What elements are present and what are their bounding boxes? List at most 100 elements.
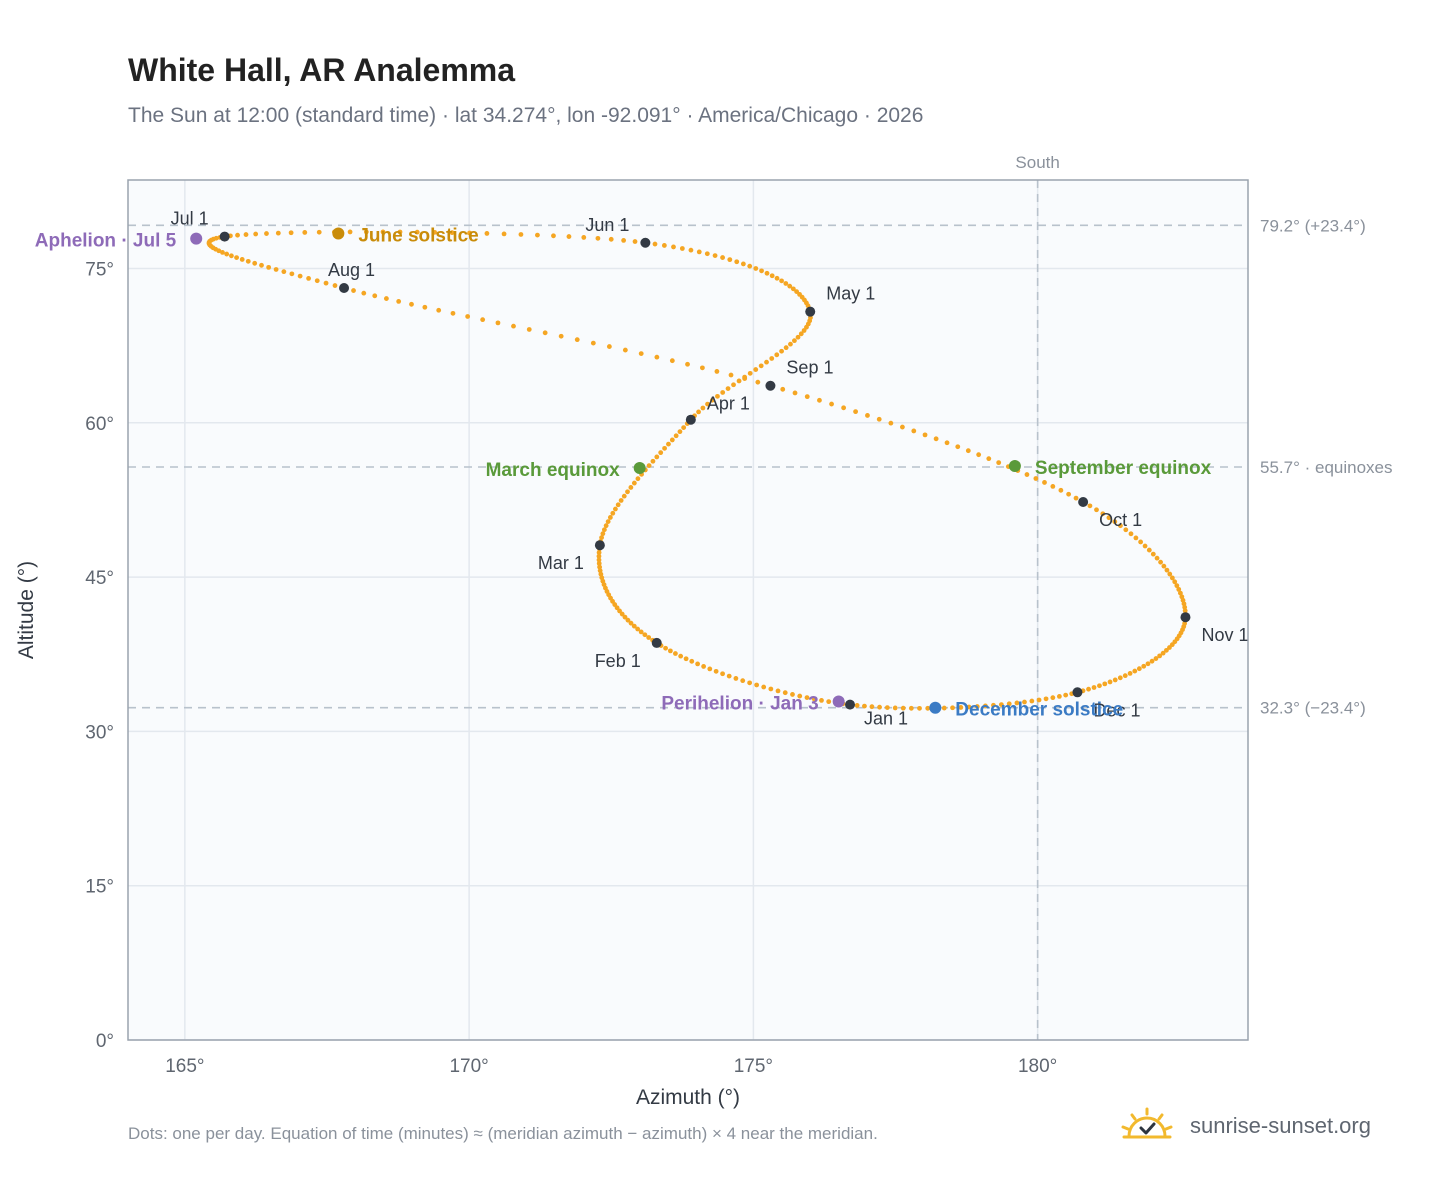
brand[interactable]: sunrise-sunset.org [1120,1104,1371,1148]
day-dot [779,348,784,354]
day-dot [1112,519,1118,525]
day-dot [1154,555,1160,561]
month-marker [651,637,662,648]
day-dot [982,703,988,709]
day-dot [1014,700,1020,706]
month-label: Apr 1 [707,394,750,414]
day-dot [908,705,914,711]
day-dot [974,704,980,709]
day-dot [1136,666,1142,672]
day-dot [911,428,917,434]
day-dot [596,553,602,559]
day-dot [740,261,746,267]
event-marker [633,462,646,475]
month-label: Sep 1 [786,358,833,378]
day-dot [229,253,234,259]
day-dot [551,233,556,239]
day-dot [747,370,753,376]
day-dot [642,632,648,638]
day-dot [1117,675,1123,681]
day-dot [669,358,675,364]
day-dot [1022,699,1027,705]
day-dot [1033,476,1039,481]
day-dot [436,307,442,313]
day-dot [1087,503,1093,509]
day-dot [862,703,867,709]
day-dot [646,635,652,640]
day-dot [243,232,249,237]
day-dot [363,229,369,235]
day-dot [933,436,939,442]
day-dot [1176,586,1182,592]
day-dot [654,354,660,360]
day-dot [619,611,625,617]
event-marker [190,232,203,245]
day-dot [900,424,905,430]
day-dot [518,232,524,237]
day-dot [1150,551,1156,557]
month-marker [845,699,856,710]
month-label: Aug 1 [328,260,375,280]
day-dot [1146,547,1152,553]
day-dot [1006,701,1012,707]
day-dot [733,676,739,681]
day-dot [797,693,803,699]
day-dot [699,365,705,371]
day-dot [220,249,225,255]
day-dot [1161,563,1167,569]
day-dot [671,244,676,250]
day-dot [1169,575,1175,581]
day-dot [216,248,222,254]
day-dot [689,658,695,664]
day-dot [596,561,602,566]
day-dot [661,243,667,248]
day-dot [542,330,548,336]
day-dot [764,359,769,365]
chart-subtitle: The Sun at 12:00 (standard time) · lat 3… [128,104,924,127]
day-dot [679,246,685,251]
day-dot [1123,527,1129,533]
day-dot [779,278,784,284]
day-dot [605,519,611,524]
day-dot [769,273,775,279]
day-dot [783,281,789,286]
day-dot [1142,543,1148,549]
day-dot [628,620,634,626]
day-dot [323,280,329,286]
day-dot [1029,698,1035,704]
day-dot [1056,694,1062,699]
day-dot [1094,507,1099,513]
day-dot [414,229,420,235]
day-dot [275,230,281,236]
day-dot [996,460,1002,466]
plot-frame [127,179,1249,1041]
day-dot [281,269,287,275]
day-dot [595,235,601,241]
day-dot [273,267,279,272]
day-dot [955,444,961,450]
day-dot [1102,681,1108,687]
day-dot [998,702,1004,707]
day-dot [769,356,775,361]
day-dot [804,394,810,400]
day-dot [892,705,898,711]
day-dot [397,229,403,235]
day-dot [1174,583,1180,589]
day-dot [1036,697,1042,703]
event-marker [1008,459,1021,472]
day-dot [253,231,259,237]
day-dot [618,498,624,503]
day-dot [638,351,644,357]
day-dot [631,623,637,629]
day-dot [613,506,618,512]
day-dot [764,270,770,276]
day-dot [467,230,472,236]
day-dot [409,301,414,307]
day-dot [1050,695,1056,701]
day-dot [302,230,308,235]
day-dot [865,413,870,418]
day-dot [526,327,532,332]
day-dot [869,704,875,710]
day-dot [622,614,628,620]
day-dot [758,363,764,369]
